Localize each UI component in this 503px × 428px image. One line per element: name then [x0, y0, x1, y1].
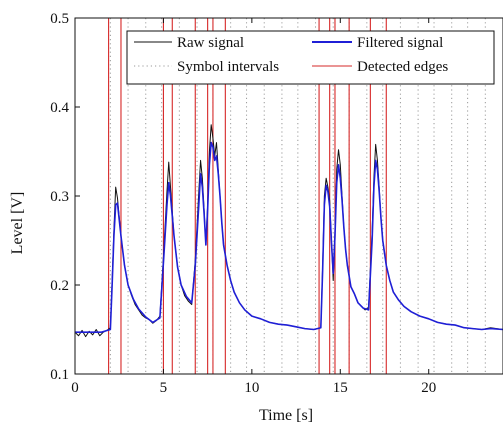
x-tick-label: 20: [421, 380, 436, 396]
legend-entry-filtered-signal-label: Filtered signal: [357, 35, 443, 51]
axes-layer: 0 5 10 15 20 0.1 0.2 0.3 0.4 0.5: [50, 11, 503, 396]
legend-entry-symbol-intervals-label: Symbol intervals: [177, 59, 279, 75]
y-tick-label: 0.3: [50, 189, 69, 205]
legend-entry-raw-signal-label: Raw signal: [177, 35, 244, 51]
filtered-signal-line: [75, 141, 503, 333]
x-tick-label: 5: [160, 380, 168, 396]
y-tick-label: 0.4: [50, 100, 69, 116]
x-tick-label: 15: [333, 380, 348, 396]
y-tick-label: 0.5: [50, 11, 69, 27]
y-axis-label: Level [V]: [9, 192, 26, 255]
x-tick-label: 10: [244, 380, 259, 396]
legend-entry-detected-edges-label: Detected edges: [357, 59, 448, 75]
raw-signal-line: [74, 124, 503, 338]
legend: Raw signal Filtered signal Symbol interval…: [126, 30, 495, 85]
y-tick-label: 0.2: [50, 278, 69, 294]
series-layer: [74, 124, 503, 338]
legend-box: [126, 30, 495, 85]
x-axis-label: Time [s]: [259, 407, 313, 424]
y-tick-label: 0.1: [50, 367, 69, 383]
x-tick-label: 0: [71, 380, 79, 396]
